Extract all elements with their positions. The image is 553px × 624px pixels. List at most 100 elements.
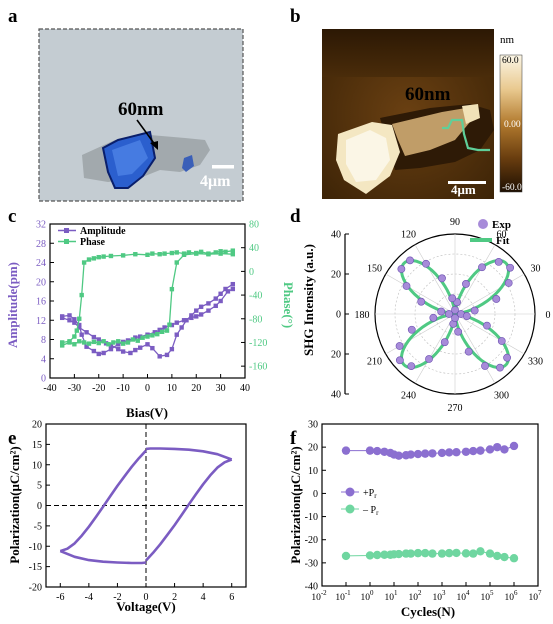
exp-data-point (417, 297, 426, 306)
exp-data-point (478, 263, 486, 272)
exp-data-point (395, 342, 404, 350)
afm-small-bright (462, 104, 480, 124)
y-tick-label-left: 32 (36, 220, 46, 231)
x-tick-label: 107 (529, 589, 543, 603)
data-point-phase (133, 252, 138, 257)
data-point-amplitude (133, 347, 138, 353)
y-tick-label: 30 (308, 420, 318, 431)
data-point-phase (108, 253, 114, 259)
x-tick-label: 10 (167, 383, 177, 394)
polar-grid-spoke (385, 273, 456, 315)
angle-tick-label: 180 (355, 310, 370, 321)
data-point (509, 441, 519, 451)
data-point-phase (218, 251, 223, 256)
data-point-phase (81, 260, 87, 265)
panel-letter-f: f (290, 428, 297, 449)
chart-c-ylabel-left: Amplitude(pm) (5, 262, 20, 348)
data-point-amplitude (59, 314, 65, 319)
y-tick-label: 15 (32, 440, 42, 451)
data-point-amplitude (213, 303, 218, 309)
panel-letter-d: d (290, 206, 301, 227)
data-point-phase (169, 286, 175, 292)
x-tick-label: 0 (144, 592, 149, 603)
data-point-phase (120, 253, 126, 258)
data-point (476, 547, 485, 556)
data-point-amplitude (145, 342, 150, 347)
data-point-phase (174, 260, 179, 265)
exp-data-point (483, 321, 491, 330)
legend-label-plus-pr: +Pr (363, 488, 377, 500)
data-point-amplitude (77, 322, 82, 328)
data-point-phase (213, 250, 218, 255)
data-point-phase (96, 254, 101, 260)
data-point (373, 550, 382, 560)
exp-data-point (462, 312, 471, 320)
x-tick-label: -20 (92, 383, 105, 394)
data-point-phase (150, 333, 155, 338)
exp-data-point (402, 282, 411, 290)
data-point-amplitude (194, 308, 199, 313)
data-point (394, 451, 403, 460)
exp-data-point (494, 258, 503, 266)
exp-data-point (448, 294, 457, 303)
data-point (509, 554, 519, 563)
chart-c-plot: -40 -30 -20 -10 0 10 20 30 40 0 4 8 12 16 20 24 28 32 -160… (36, 220, 267, 395)
data-point (394, 549, 403, 559)
data-point-amplitude (162, 325, 167, 330)
data-point-amplitude (164, 352, 170, 358)
y-tick-label-left: 24 (36, 258, 46, 269)
thickness-annotation-a: 60nm (118, 99, 164, 120)
angle-tick-label: 240 (401, 391, 416, 402)
exp-data-point (395, 356, 404, 365)
data-point (421, 449, 430, 458)
x-tick-label: -40 (43, 383, 56, 394)
data-point (485, 549, 495, 558)
x-tick-label: 106 (505, 589, 519, 603)
colorbar-tick: 60.0 (502, 56, 519, 66)
data-point-phase (77, 339, 82, 344)
data-point-amplitude (72, 320, 77, 325)
exp-data-point (462, 280, 470, 288)
y-tick-label-left: 16 (36, 297, 46, 308)
radial-tick-label: 40 (331, 390, 341, 401)
y-tick-label: 0 (313, 489, 318, 500)
y-tick-label-right: 40 (249, 243, 259, 254)
data-point-phase (159, 329, 165, 334)
data-point-amplitude (128, 350, 133, 356)
angle-tick-label: 0 (546, 310, 551, 321)
y-tick-label-right: 80 (249, 220, 259, 231)
exp-data-point (451, 306, 459, 314)
y-tick-label: 10 (32, 460, 42, 471)
data-point-phase (164, 328, 170, 333)
data-point-phase (91, 256, 97, 261)
x-tick-label: -4 (85, 592, 93, 603)
chart-d-ylabel: SHG Intensity (a.u.) (301, 244, 316, 356)
data-point (469, 446, 478, 456)
angle-tick-label: 210 (367, 357, 382, 368)
data-point-amplitude (218, 291, 223, 296)
hysteresis-loop-segment (59, 549, 147, 565)
data-point (452, 548, 461, 558)
data-point (428, 449, 437, 458)
data-point-phase (125, 340, 131, 345)
data-point-amplitude (218, 298, 223, 304)
data-point (365, 551, 375, 560)
data-point-amplitude (108, 343, 114, 348)
exp-data-point (429, 313, 438, 322)
y-tick-label-left: 4 (41, 354, 46, 365)
data-point-amplitude (174, 320, 179, 325)
exp-data-point (454, 327, 463, 336)
data-point-amplitude (169, 346, 175, 352)
y-tick-label: -20 (29, 583, 42, 594)
data-point-amplitude (213, 296, 218, 301)
legend-label-phase: Phase (80, 237, 106, 248)
panel-letter-a: a (8, 6, 18, 27)
data-point-phase (86, 257, 92, 262)
data-point-amplitude (184, 318, 189, 323)
data-point-phase (116, 339, 121, 344)
data-point-phase (218, 249, 223, 254)
polar-grid-spoke (385, 313, 456, 355)
data-point-amplitude (133, 335, 138, 340)
data-point-phase (86, 341, 92, 346)
y-tick-label: 20 (32, 420, 42, 431)
